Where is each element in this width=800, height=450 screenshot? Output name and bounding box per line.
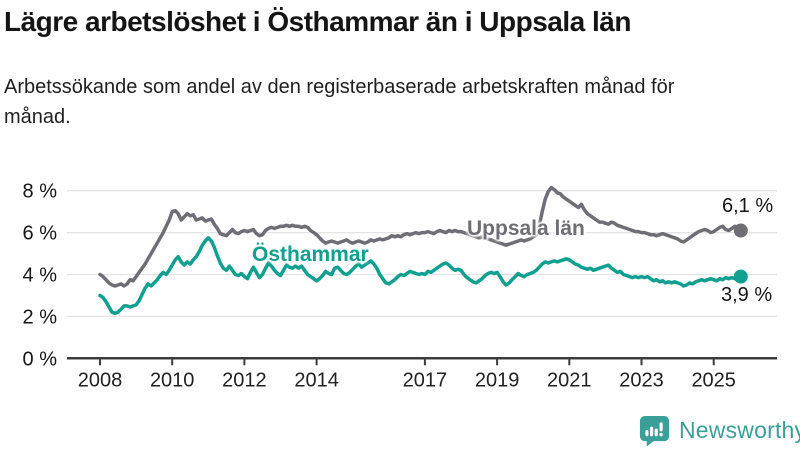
chart-title: Lägre arbetslöshet i Östhammar än i Upps… [4, 6, 631, 37]
x-tick-label: 2021 [547, 369, 592, 391]
x-tick-label: 2025 [691, 369, 736, 391]
x-tick-label: 2017 [403, 369, 448, 391]
series-label-osthammar: Östhammar [252, 243, 369, 266]
y-tick-label: 8 % [23, 181, 58, 203]
y-tick-label: 0 % [23, 348, 58, 370]
x-tick-label: 2023 [619, 369, 664, 391]
chart-subtitle: Arbetssökande som andel av den registerb… [4, 76, 675, 128]
newsworthy-wordmark: Newsworthy [679, 417, 800, 443]
newsworthy-logo: Newsworthy [638, 414, 800, 447]
end-value-osthammar: 3,9 % [721, 284, 773, 306]
x-tick-label: 2014 [294, 369, 339, 391]
series-line-uppsala-l-n [98, 185, 743, 288]
newsworthy-icon [639, 415, 670, 447]
x-tick-label: 2012 [222, 369, 267, 391]
series-label-uppsala-lan: Uppsala län [467, 217, 585, 240]
y-tick-label: 6 % [23, 223, 58, 245]
series-line--sthammar [98, 236, 743, 316]
x-tick-label: 2008 [78, 369, 123, 391]
y-tick-label: 4 % [23, 265, 58, 287]
x-tick-label: 2010 [150, 369, 195, 391]
series-end-dot [733, 223, 748, 238]
series-end-dot [733, 269, 748, 284]
y-tick-label: 2 % [23, 306, 58, 328]
end-value-uppsala-lan: 6,1 % [722, 195, 774, 217]
x-tick-label: 2019 [475, 369, 520, 391]
